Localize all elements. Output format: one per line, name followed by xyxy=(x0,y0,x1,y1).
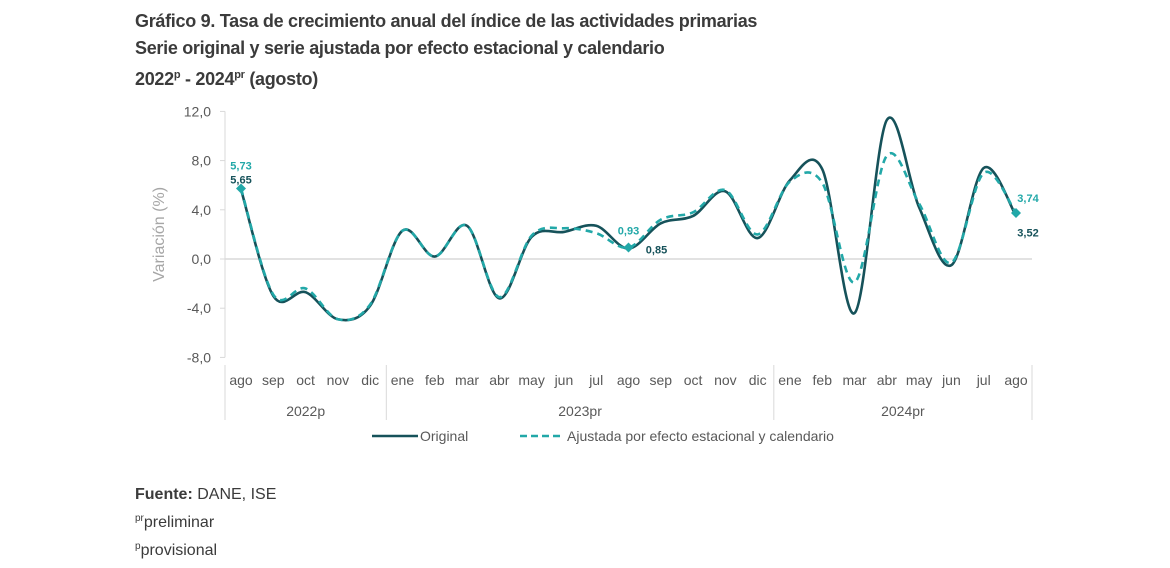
x-tick-label: jun xyxy=(554,372,574,388)
data-label: 0,85 xyxy=(646,245,667,257)
x-tick-label: oct xyxy=(296,372,315,388)
x-tick-label: sep xyxy=(262,372,285,388)
data-label: 0,93 xyxy=(618,226,639,238)
x-tick-label: dic xyxy=(361,372,379,388)
y-tick-label: -8,0 xyxy=(187,349,211,365)
y-tick-label: 0,0 xyxy=(192,251,212,267)
x-tick-label: jul xyxy=(976,372,991,388)
title-line-3: 2022p - 2024pr (agosto) xyxy=(135,69,318,89)
data-point-marker xyxy=(1011,207,1021,218)
data-label: 3,74 xyxy=(1017,193,1039,205)
x-tick-label: sep xyxy=(650,372,673,388)
data-label: 3,52 xyxy=(1017,228,1038,240)
data-label: 5,73 xyxy=(230,161,251,173)
chart-title: Gráfico 9. Tasa de crecimiento anual del… xyxy=(135,8,757,93)
x-group-label: 2023pr xyxy=(558,403,602,419)
title-line-2: Serie original y serie ajustada por efec… xyxy=(135,38,665,58)
y-axis-title: Variación (%) xyxy=(151,187,168,282)
y-tick-label: 12,0 xyxy=(184,103,211,119)
x-tick-label: mar xyxy=(842,372,866,388)
series-original-line xyxy=(239,116,1018,322)
x-group-label: 2022p xyxy=(286,403,325,419)
x-tick-label: jun xyxy=(941,372,961,388)
y-tick-label: -4,0 xyxy=(187,300,211,316)
x-tick-label: dic xyxy=(749,372,767,388)
x-tick-label: ago xyxy=(617,372,641,388)
x-tick-label: mar xyxy=(455,372,479,388)
x-tick-label: may xyxy=(518,372,544,388)
x-tick-label: ene xyxy=(391,372,415,388)
x-tick-label: may xyxy=(906,372,932,388)
y-tick-label: 8,0 xyxy=(192,153,212,169)
preliminar-note: prpreliminar xyxy=(135,513,215,531)
data-labels: 5,73 5,65 0,93 0,85 3,74 3,52 xyxy=(230,161,1039,257)
x-tick-label: feb xyxy=(813,372,833,388)
x-tick-label: jul xyxy=(588,372,603,388)
data-label: 5,65 xyxy=(230,175,251,187)
x-tick-label: abr xyxy=(877,372,898,388)
title-line-1: Gráfico 9. Tasa de crecimiento anual del… xyxy=(135,11,758,31)
provisional-note: pprovisional xyxy=(135,541,218,559)
x-tick-label: nov xyxy=(714,372,737,388)
series-adjusted-line xyxy=(239,152,1018,322)
x-group-label: 2024pr xyxy=(881,403,925,419)
series-lines xyxy=(239,116,1018,322)
x-tick-label: nov xyxy=(327,372,350,388)
x-tick-label: ago xyxy=(1004,372,1028,388)
footer-notes: Fuente: DANE, ISE prpreliminar pprovisio… xyxy=(135,483,276,563)
x-tick-label: ene xyxy=(778,372,802,388)
source-note: Fuente: DANE, ISE xyxy=(135,486,277,503)
x-tick-label: abr xyxy=(489,372,510,388)
data-point-marker xyxy=(236,183,246,194)
data-point-marker xyxy=(623,242,634,253)
legend-adjusted-label: Ajustada por efecto estacional y calenda… xyxy=(567,428,834,444)
x-tick-label: feb xyxy=(425,372,445,388)
legend: Original Ajustada por efecto estacional y… xyxy=(372,428,834,444)
legend-original-label: Original xyxy=(420,428,468,444)
x-tick-label: ago xyxy=(229,372,253,388)
y-tick-label: 4,0 xyxy=(192,202,212,218)
x-tick-label: oct xyxy=(684,372,703,388)
